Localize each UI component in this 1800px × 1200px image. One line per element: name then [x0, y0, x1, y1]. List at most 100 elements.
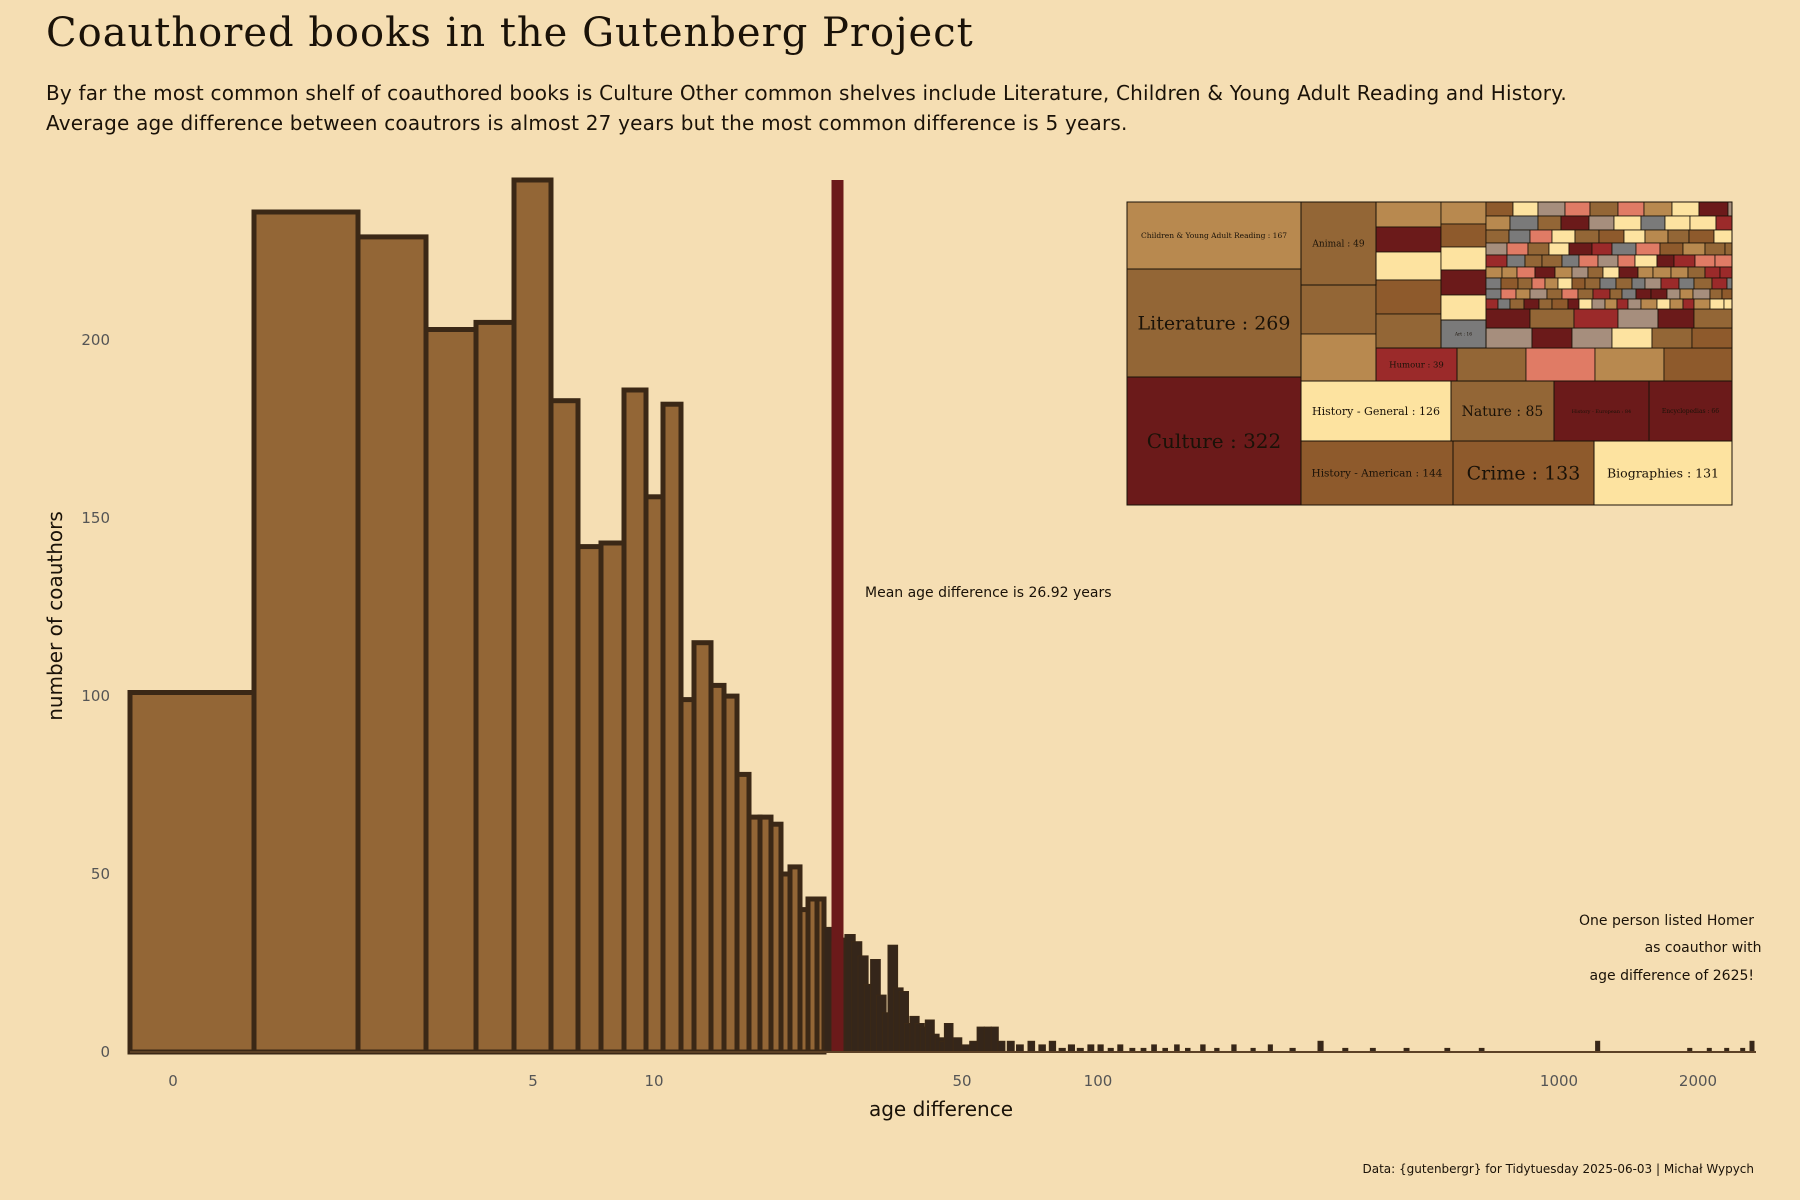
- treemap-label-humour: Humour : 39: [1389, 360, 1444, 370]
- treemap-tile-small: [1664, 215, 1691, 231]
- treemap-tile-small: [1568, 242, 1593, 256]
- treemap-tile-small: [1375, 251, 1442, 281]
- x-tick-label-1000: 1000: [1540, 1072, 1578, 1090]
- treemap-tile-small: [1375, 201, 1442, 228]
- treemap-tile-small: [1643, 201, 1673, 217]
- treemap-tile-small: [1637, 266, 1654, 279]
- treemap-tile-small: [1375, 313, 1442, 349]
- treemap-tile-small: [1640, 215, 1666, 231]
- treemap-tile-small: [1598, 229, 1625, 244]
- treemap-tile-small: [1524, 254, 1543, 268]
- treemap-tile-small: [1635, 288, 1652, 300]
- treemap-tile-small: [1485, 277, 1502, 290]
- treemap-tile-small: [1652, 266, 1672, 279]
- histogram-bar-56: [983, 1026, 993, 1053]
- treemap-tile-small: [1635, 242, 1661, 256]
- treemap-tile-small: [1715, 215, 1733, 231]
- treemap-tile-small: [1651, 327, 1693, 349]
- treemap-tile-small: [1578, 254, 1599, 268]
- histogram-bar-46: [943, 1023, 954, 1053]
- treemap-tile-small: [1663, 347, 1733, 382]
- treemap-tile-small: [1693, 298, 1711, 310]
- treemap-tile-small: [1709, 288, 1723, 300]
- treemap-tile-small: [1534, 266, 1556, 279]
- treemap-tile-small: [1571, 327, 1613, 349]
- homer-annotation-line-2: as coauthor with: [1645, 940, 1762, 956]
- treemap-tile-nature: [1450, 380, 1555, 442]
- treemap-tile-small: [1516, 266, 1536, 279]
- treemap-tile-small: [1571, 277, 1586, 290]
- treemap-tile-small: [1602, 266, 1620, 279]
- treemap-tile-small: [1574, 229, 1600, 244]
- treemap-tile-small: [1714, 254, 1733, 268]
- treemap-tile-small: [1485, 298, 1499, 310]
- treemap-tile-small: [1634, 254, 1658, 268]
- treemap-tile-small: [1621, 288, 1637, 300]
- treemap-tile-small: [1440, 246, 1487, 271]
- treemap-tile-small: [1689, 215, 1717, 231]
- treemap-tile-biographies: [1593, 440, 1733, 506]
- treemap-label-children-young-adult-reading: Children & Young Adult Reading : 167: [1141, 231, 1287, 240]
- treemap-label-biographies: Biographies : 131: [1607, 465, 1719, 480]
- treemap-label-literature: Literature : 269: [1138, 313, 1291, 335]
- y-tick-label-100: 100: [81, 687, 110, 705]
- treemap-tile-small: [1578, 298, 1593, 310]
- histogram-bar-58: [990, 1026, 999, 1053]
- x-tick-label-5: 5: [528, 1072, 538, 1090]
- treemap-tile-small: [1506, 254, 1526, 268]
- treemap-tile-small: [1517, 277, 1533, 290]
- histogram-bar-340: [1317, 1040, 1324, 1053]
- treemap-tile-small: [1682, 298, 1695, 310]
- histogram-bar-13: [691, 640, 714, 1055]
- treemap-tile-small: [1594, 347, 1665, 382]
- subtitle-line-1: By far the most common shelf of coauthor…: [46, 81, 1567, 105]
- treemap-tile-literature: [1126, 268, 1302, 378]
- treemap-tile-small: [1485, 229, 1510, 244]
- treemap-tile-small: [1497, 298, 1511, 310]
- histogram-bar-86: [1067, 1044, 1076, 1053]
- treemap-tile-small: [1678, 277, 1695, 290]
- treemap-tile-small: [1721, 288, 1733, 300]
- treemap-tile-small: [1673, 254, 1696, 268]
- x-tick-label-100: 100: [1084, 1072, 1113, 1090]
- shelf-treemap: Culture : 322 Literature : 269 Children & …: [1126, 201, 1733, 506]
- histogram-bar-9: [621, 387, 649, 1055]
- treemap-tile-small: [1724, 242, 1733, 256]
- histogram-bar-4: [473, 319, 517, 1055]
- treemap-tile-small: [1591, 298, 1606, 310]
- treemap-tile-small: [1561, 254, 1580, 268]
- treemap-tile-small: [1691, 327, 1733, 349]
- histogram-bar-63: [1006, 1040, 1015, 1053]
- histogram-bar-48: [952, 1037, 963, 1053]
- treemap-label-animal: Animal : 49: [1311, 240, 1364, 250]
- histogram-bar-54: [976, 1026, 985, 1053]
- y-tick-label-0: 0: [100, 1043, 110, 1061]
- treemap-tile-art: [1440, 319, 1487, 349]
- treemap-tile-small: [1727, 201, 1733, 217]
- treemap-tile-small: [1704, 266, 1721, 279]
- histogram-bar-265: [1267, 1044, 1273, 1053]
- treemap-tile-small: [1551, 298, 1569, 310]
- treemap-tile-small: [1485, 266, 1503, 279]
- treemap-tile-small: [1509, 215, 1539, 231]
- treemap-tile-small: [1567, 298, 1580, 310]
- treemap-tile-small: [1551, 229, 1576, 244]
- histogram-bars: [127, 177, 1755, 1055]
- treemap-tile-small: [1656, 298, 1671, 310]
- treemap-tile-encyclopedias: [1648, 380, 1733, 442]
- treemap-tile-small: [1544, 277, 1559, 290]
- treemap-tile-animal: [1300, 201, 1377, 286]
- x-tick-label-0: 0: [168, 1072, 178, 1090]
- treemap-tile-small: [1631, 277, 1646, 290]
- treemap-tile-small: [1591, 242, 1613, 256]
- treemap-tile-small: [1692, 288, 1711, 300]
- histogram-bar-215: [1231, 1044, 1237, 1053]
- treemap-tile-small: [1527, 242, 1550, 256]
- treemap-tile-small: [1375, 279, 1442, 315]
- treemap-tile-small: [1627, 298, 1642, 310]
- histogram-bar-10: [643, 494, 666, 1055]
- subtitle-line-2: Average age difference between coautrors…: [46, 111, 1128, 135]
- homer-annotation-line-3: age difference of 2625!: [1590, 968, 1754, 984]
- treemap-tile-small: [1546, 288, 1563, 300]
